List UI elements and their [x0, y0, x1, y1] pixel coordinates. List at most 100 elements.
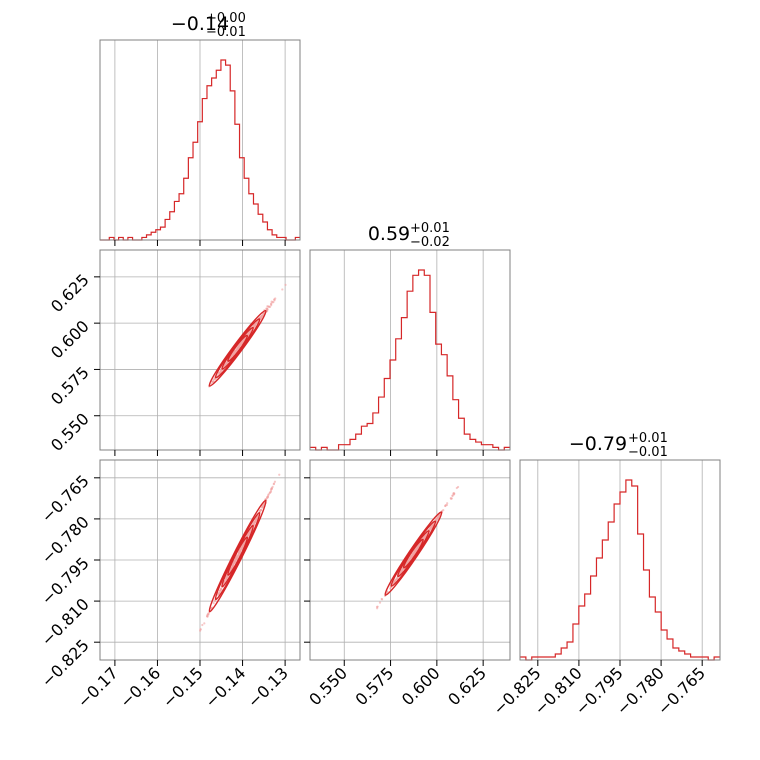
sample-point — [201, 623, 204, 627]
sample-point — [225, 578, 228, 581]
sample-point — [225, 576, 228, 579]
sample-point — [237, 553, 240, 556]
sample-point — [412, 552, 415, 555]
sample-point — [219, 589, 222, 592]
contour-level-3 — [227, 334, 249, 362]
y-tick-label: 0.550 — [47, 409, 93, 455]
sample-point — [255, 517, 259, 520]
x-tick-label: 0.600 — [398, 663, 444, 709]
sample-point — [409, 555, 412, 559]
sample-points — [375, 485, 460, 610]
sample-point — [278, 473, 281, 476]
panel-title-0-sub: −0.01 — [206, 25, 246, 40]
sample-point — [212, 602, 215, 605]
sample-point — [376, 607, 379, 610]
sample-point — [435, 518, 438, 521]
panel-title-1-sup: +0.01 — [410, 221, 450, 236]
x-tick-label: 0.575 — [352, 663, 398, 709]
panel-title-2-sub: −0.01 — [628, 445, 668, 460]
sample-point — [444, 503, 447, 507]
sample-point — [378, 601, 382, 604]
sample-point — [234, 350, 237, 353]
sample-point — [254, 520, 257, 523]
sample-point — [232, 560, 236, 564]
panel-hist-0 — [99, 39, 301, 246]
sample-points — [199, 473, 281, 632]
sample-point — [394, 578, 397, 582]
sample-point — [236, 554, 239, 558]
x-tick-label: −0.15 — [159, 663, 207, 711]
contour-level-0 — [384, 511, 443, 596]
histogram-step-line — [520, 479, 720, 661]
x-tick-label: −0.16 — [116, 663, 164, 711]
sample-point — [437, 515, 440, 518]
sample-point — [281, 288, 284, 291]
sample-point — [199, 628, 202, 631]
sample-point — [232, 563, 235, 566]
sample-point — [206, 614, 209, 618]
sample-point — [211, 380, 214, 383]
sample-point — [413, 549, 417, 552]
sample-point — [284, 283, 287, 287]
sample-point — [262, 503, 265, 506]
panel-title-0-sup: +0.00 — [206, 11, 246, 26]
panel-title-0: −0.14 — [171, 13, 229, 35]
sample-point — [450, 497, 453, 500]
sample-point — [252, 522, 255, 525]
x-tick-label: −0.13 — [244, 663, 292, 711]
panel-title-0-main: −0.14 — [171, 13, 229, 35]
contour-level-0 — [208, 309, 267, 387]
sample-point — [424, 534, 427, 538]
y-tick-label: 0.575 — [47, 363, 93, 409]
sample-point — [256, 515, 259, 519]
panel-scatter-0-2: −0.17−0.16−0.15−0.14−0.13−0.825−0.810−0.… — [38, 459, 301, 711]
sample-point — [224, 363, 227, 366]
sample-point — [267, 305, 270, 308]
contour-level-0 — [208, 499, 267, 613]
panel-title-1-main: 0.59 — [368, 223, 410, 245]
sample-point — [270, 487, 273, 490]
sample-point — [252, 323, 256, 327]
x-tick-label: −0.17 — [74, 663, 122, 711]
contour-level-1 — [214, 318, 261, 379]
sample-point — [268, 491, 271, 495]
sample-point — [411, 553, 414, 557]
panel-frame — [309, 249, 511, 451]
sample-point — [239, 342, 242, 345]
sample-point — [272, 482, 276, 485]
sample-point — [456, 485, 460, 489]
sample-point — [274, 297, 277, 300]
sample-point — [270, 304, 273, 307]
panel-title-1-sub: −0.02 — [410, 235, 450, 250]
sample-point — [401, 569, 404, 572]
x-tick-label: 0.550 — [305, 663, 351, 709]
x-tick-label: −0.14 — [201, 663, 249, 711]
sample-point — [248, 332, 251, 335]
sample-point — [236, 347, 239, 350]
contour-level-1 — [214, 511, 261, 601]
sample-point — [212, 378, 215, 381]
panel-title-2-main: −0.79 — [569, 433, 627, 455]
panel-hist-2: −0.825−0.810−0.795−0.780−0.765 — [489, 459, 721, 719]
sample-point — [273, 480, 277, 483]
sample-point — [453, 493, 456, 496]
sample-point — [392, 581, 396, 584]
sample-point — [214, 378, 217, 381]
panel-hist-1 — [309, 249, 511, 456]
contour-level-1 — [390, 520, 437, 587]
sample-point — [232, 352, 235, 355]
y-tick-label: 0.625 — [47, 270, 93, 316]
sample-point — [236, 556, 239, 559]
sample-point — [451, 494, 454, 497]
contour-level-3 — [227, 536, 249, 576]
sample-point — [269, 489, 273, 493]
panel-title-2-sup: +0.01 — [628, 431, 668, 446]
sample-point — [260, 314, 264, 318]
panel-title-2: −0.79 — [569, 433, 627, 455]
sample-point — [380, 598, 384, 601]
sample-point — [261, 506, 264, 509]
contour-level-3 — [402, 538, 424, 569]
sample-point — [266, 495, 269, 499]
sample-point — [238, 551, 241, 554]
sample-point — [430, 526, 433, 529]
